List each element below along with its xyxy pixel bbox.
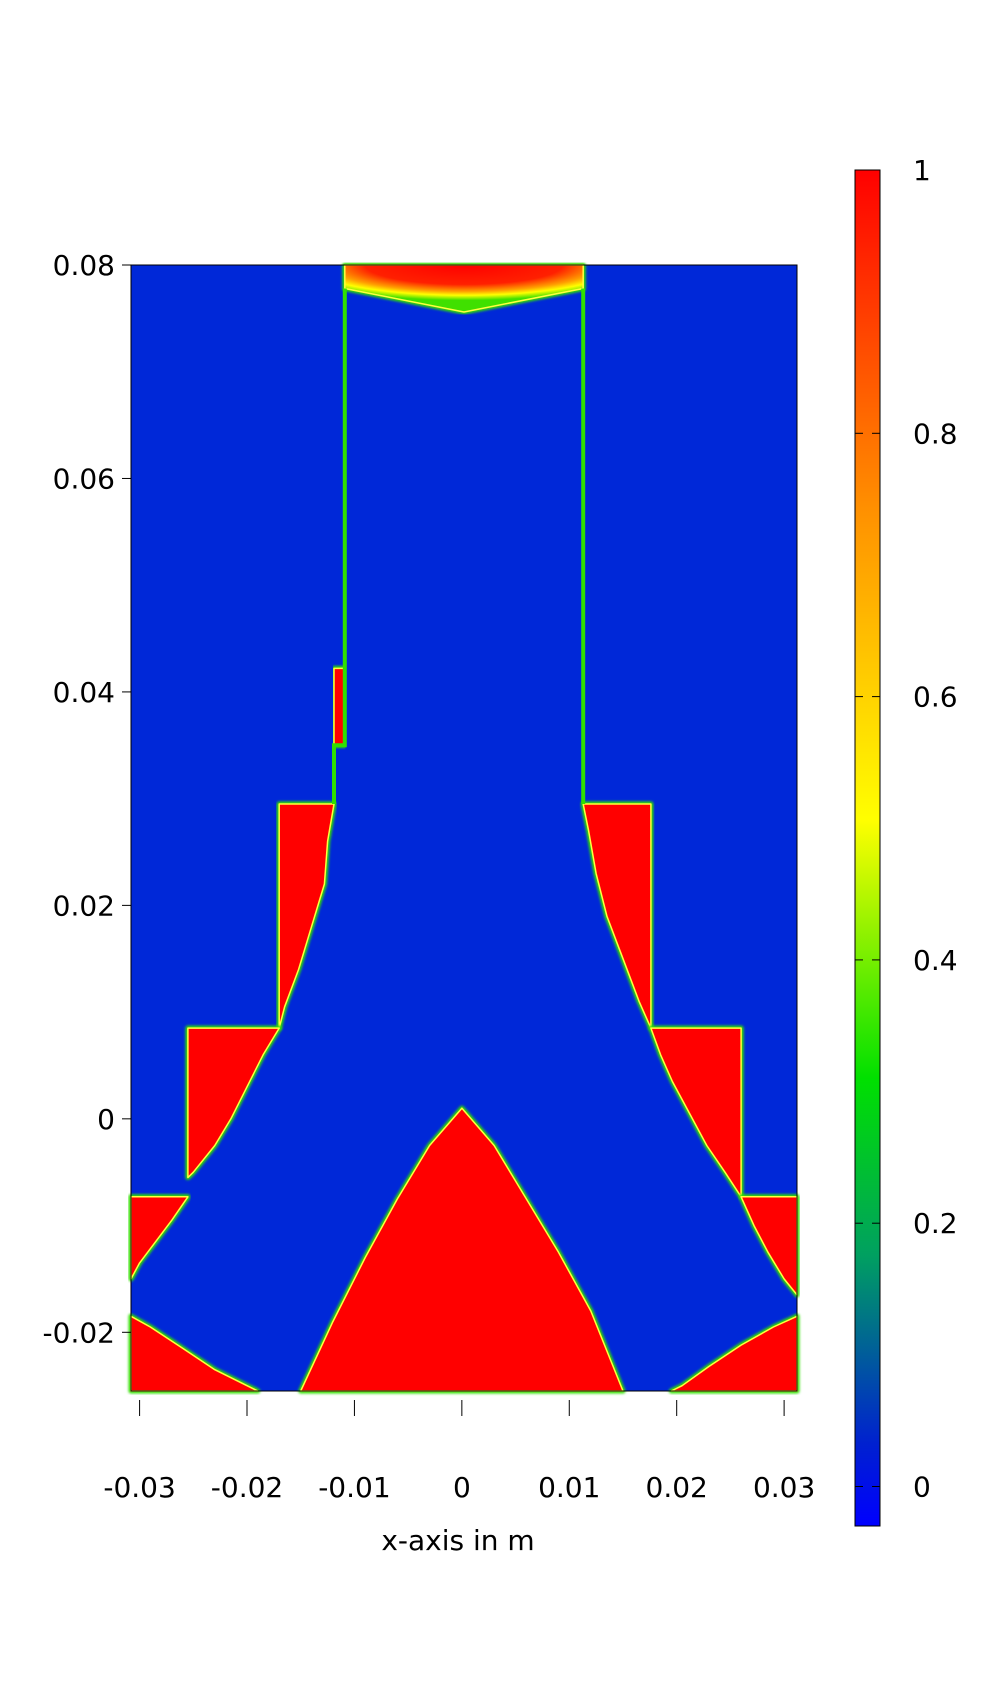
colorbar-tick-label: 0.2 (913, 1207, 958, 1240)
colorbar: 0 0.2 0.4 0.6 0.8 1 (854, 154, 958, 1527)
colorbar-gradient (854, 169, 881, 1527)
right-bottom-corner-region (670, 1315, 798, 1392)
left-bottom-corner-region (130, 1315, 259, 1392)
y-tick-label: -0.02 (43, 1316, 115, 1349)
x-tick-label: 0 (453, 1471, 471, 1504)
left-step-middle-region (187, 1027, 280, 1179)
x-tick-label: -0.02 (211, 1471, 283, 1504)
left-step-upper-region (278, 803, 335, 1029)
left-channel-wall (332, 288, 347, 804)
y-tick-label: 0.06 (53, 462, 115, 495)
x-tick-label: -0.01 (318, 1471, 390, 1504)
x-tick-label: 0.02 (646, 1471, 708, 1504)
plot-frame (130, 264, 798, 1392)
y-tick-label: 0 (97, 1103, 115, 1136)
right-step-upper-region (582, 803, 652, 1029)
right-step-middle-region (650, 1027, 742, 1198)
y-tick-label: 0.02 (53, 889, 115, 922)
interface-lines (332, 288, 586, 804)
colorbar-tick-label: 0.6 (913, 681, 958, 714)
x-axis-label: x-axis in m (381, 1524, 534, 1557)
heatmap-regions (128, 262, 800, 1394)
colorbar-tick-label: 0 (913, 1471, 931, 1504)
y-tick-label: 0.08 (53, 249, 115, 282)
x-tick-label: 0.01 (538, 1471, 600, 1504)
colorbar-tick-label: 0.8 (913, 417, 958, 450)
colorbar-tick-label: 0.4 (913, 944, 958, 977)
colorbar-ticks: 0 0.2 0.4 0.6 0.8 1 (855, 154, 958, 1504)
y-axis: -0.02 0 0.02 0.04 0.06 0.08 (43, 249, 131, 1349)
colorbar-tick-label: 1 (913, 154, 931, 187)
y-tick-label: 0.04 (53, 676, 115, 709)
x-axis: -0.03 -0.02 -0.01 0 0.01 0.02 0.03 (103, 1400, 815, 1504)
heatmap-plot-area (128, 262, 800, 1394)
central-triangle-region (299, 1107, 624, 1392)
x-tick-label: 0.03 (753, 1471, 815, 1504)
x-tick-label: -0.03 (103, 1471, 175, 1504)
